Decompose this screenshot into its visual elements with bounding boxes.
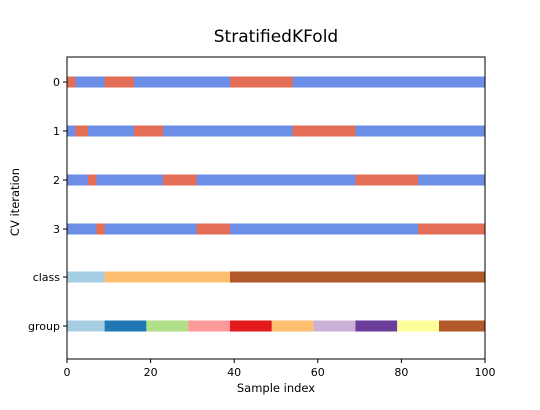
class-segment-2 bbox=[230, 271, 485, 283]
y-axis-ticks: 0 1 2 3 class group bbox=[28, 76, 67, 333]
x-axis-ticks: 0 20 40 60 80 100 bbox=[64, 359, 496, 379]
x-tick-label-40: 40 bbox=[227, 366, 241, 379]
group-segment-7 bbox=[355, 320, 398, 332]
y-tick-label-3: 3 bbox=[53, 223, 60, 236]
x-tick-label-60: 60 bbox=[311, 366, 325, 379]
x-tick-label-20: 20 bbox=[144, 366, 158, 379]
test-segment-iter-1-0 bbox=[75, 125, 88, 137]
group-segment-5 bbox=[271, 320, 314, 332]
y-tick-label-1: 1 bbox=[53, 125, 60, 138]
group-segment-2 bbox=[146, 320, 189, 332]
test-segment-iter-0-2 bbox=[230, 76, 293, 88]
y-tick-label-0: 0 bbox=[53, 76, 60, 89]
y-tick-label-2: 2 bbox=[53, 174, 60, 187]
x-axis-label: Sample index bbox=[237, 381, 315, 395]
bar-layer bbox=[67, 76, 485, 332]
y-tick-label-group: group bbox=[28, 320, 60, 333]
test-segment-iter-2-2 bbox=[355, 174, 419, 186]
test-segment-iter-1-2 bbox=[292, 125, 356, 137]
y-tick-label-class: class bbox=[33, 271, 61, 284]
test-segment-iter-0-1 bbox=[104, 76, 134, 88]
x-tick-label-0: 0 bbox=[64, 366, 71, 379]
group-segment-0 bbox=[67, 320, 105, 332]
test-segment-iter-1-1 bbox=[133, 125, 164, 137]
test-segment-iter-0-0 bbox=[67, 76, 76, 88]
class-segment-1 bbox=[104, 271, 231, 283]
test-segment-iter-2-1 bbox=[163, 174, 197, 186]
train-bar-iter-1 bbox=[67, 125, 485, 137]
y-axis-label: CV iteration bbox=[8, 168, 22, 236]
group-segment-1 bbox=[104, 320, 147, 332]
train-bar-iter-2 bbox=[67, 174, 485, 186]
train-bar-iter-3 bbox=[67, 223, 485, 235]
group-segment-9 bbox=[439, 320, 485, 332]
x-tick-label-80: 80 bbox=[394, 366, 408, 379]
test-segment-iter-2-0 bbox=[87, 174, 97, 186]
group-segment-4 bbox=[230, 320, 272, 332]
chart-title: StratifiedKFold bbox=[214, 27, 338, 47]
test-segment-iter-3-0 bbox=[96, 223, 105, 235]
test-segment-iter-3-1 bbox=[196, 223, 231, 235]
group-segment-3 bbox=[188, 320, 231, 332]
group-segment-6 bbox=[313, 320, 356, 332]
plot-frame bbox=[66, 56, 486, 360]
x-tick-label-100: 100 bbox=[475, 366, 496, 379]
test-segment-iter-3-2 bbox=[418, 223, 485, 235]
group-segment-8 bbox=[397, 320, 440, 332]
class-segment-0 bbox=[67, 271, 105, 283]
